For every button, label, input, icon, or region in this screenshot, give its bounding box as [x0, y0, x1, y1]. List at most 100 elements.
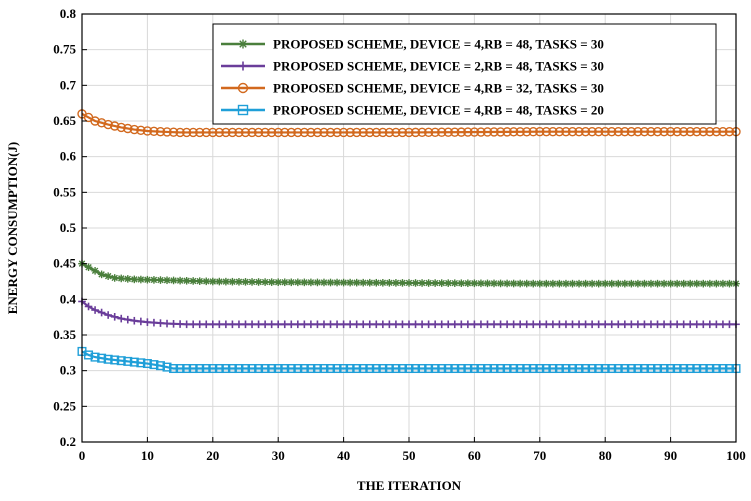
- data-point: [299, 364, 309, 374]
- data-point: [110, 274, 119, 282]
- data-point: [267, 278, 276, 286]
- x-tick-label: 80: [599, 448, 612, 463]
- y-tick-label: 0.6: [60, 149, 77, 164]
- data-point: [237, 104, 249, 116]
- data-point: [509, 364, 519, 374]
- data-point: [712, 279, 721, 288]
- data-point: [372, 320, 381, 329]
- y-tick-label: 0.2: [60, 434, 76, 449]
- data-point: [313, 320, 322, 329]
- data-point: [633, 364, 643, 374]
- data-point: [417, 127, 427, 138]
- data-point: [379, 278, 387, 287]
- y-tick-label: 0.25: [53, 398, 76, 413]
- data-point: [91, 267, 99, 275]
- data-point: [234, 127, 244, 138]
- data-point: [470, 320, 479, 329]
- data-point: [273, 127, 283, 138]
- data-point: [588, 320, 596, 329]
- data-point: [555, 279, 564, 288]
- data-point: [365, 320, 374, 329]
- data-point: [450, 320, 459, 329]
- data-point: [339, 320, 348, 329]
- data-point: [267, 320, 276, 329]
- data-point: [554, 126, 565, 137]
- data-point: [248, 278, 256, 286]
- data-point: [91, 306, 99, 314]
- data-point: [235, 320, 243, 329]
- data-point: [600, 126, 610, 137]
- data-point: [240, 364, 250, 374]
- data-point: [398, 279, 407, 287]
- data-point: [155, 361, 165, 371]
- data-point: [209, 277, 217, 286]
- data-point: [423, 127, 434, 138]
- data-point: [352, 278, 361, 287]
- data-point: [450, 364, 460, 374]
- data-point: [482, 364, 492, 374]
- x-tick-label: 10: [141, 448, 154, 463]
- data-point: [339, 278, 348, 287]
- y-tick-label: 0.4: [60, 291, 77, 306]
- data-point: [201, 364, 211, 374]
- data-point: [215, 320, 224, 329]
- data-point: [464, 320, 472, 329]
- data-point: [718, 364, 728, 374]
- x-tick-label: 100: [726, 448, 746, 463]
- data-point: [659, 126, 669, 137]
- data-point: [238, 39, 248, 49]
- data-point: [84, 350, 94, 360]
- data-point: [627, 320, 636, 329]
- data-point: [411, 320, 420, 329]
- data-point: [137, 317, 145, 326]
- data-point: [666, 320, 675, 329]
- data-point: [626, 126, 637, 137]
- data-point: [163, 276, 171, 285]
- data-point: [123, 315, 132, 324]
- data-point: [424, 364, 434, 374]
- data-point: [155, 126, 166, 137]
- data-point: [535, 126, 545, 137]
- data-point: [84, 263, 93, 272]
- data-point: [463, 127, 473, 137]
- y-tick-label: 0.8: [60, 6, 77, 21]
- data-point: [653, 364, 663, 374]
- data-point: [345, 364, 355, 374]
- data-point: [437, 364, 447, 374]
- data-point: [339, 364, 349, 374]
- x-tick-label: 40: [337, 448, 350, 463]
- data-point: [424, 320, 433, 329]
- data-point: [607, 320, 616, 329]
- data-point: [103, 119, 113, 130]
- data-point: [142, 126, 153, 136]
- data-point: [522, 127, 532, 137]
- data-point: [234, 364, 244, 374]
- data-point: [195, 320, 204, 329]
- y-tick-label: 0.45: [53, 256, 76, 271]
- data-point: [640, 320, 649, 329]
- data-point: [515, 127, 525, 137]
- data-point: [222, 320, 230, 329]
- data-point: [725, 320, 734, 329]
- data-point: [319, 364, 329, 374]
- data-point: [692, 364, 702, 374]
- data-point: [469, 364, 479, 374]
- data-point: [371, 364, 381, 374]
- data-point: [182, 320, 191, 329]
- data-point: [312, 364, 322, 374]
- data-point: [719, 279, 727, 288]
- data-point: [116, 356, 126, 366]
- data-point: [495, 127, 506, 137]
- data-point: [647, 320, 655, 329]
- data-point: [300, 320, 309, 329]
- data-point: [254, 320, 263, 329]
- data-point: [117, 274, 126, 283]
- y-tick-label: 0.75: [53, 42, 76, 57]
- data-point: [679, 320, 688, 329]
- data-point: [202, 320, 211, 329]
- data-point: [235, 277, 243, 286]
- data-point: [307, 278, 315, 287]
- data-point: [568, 364, 578, 374]
- data-point: [588, 279, 596, 288]
